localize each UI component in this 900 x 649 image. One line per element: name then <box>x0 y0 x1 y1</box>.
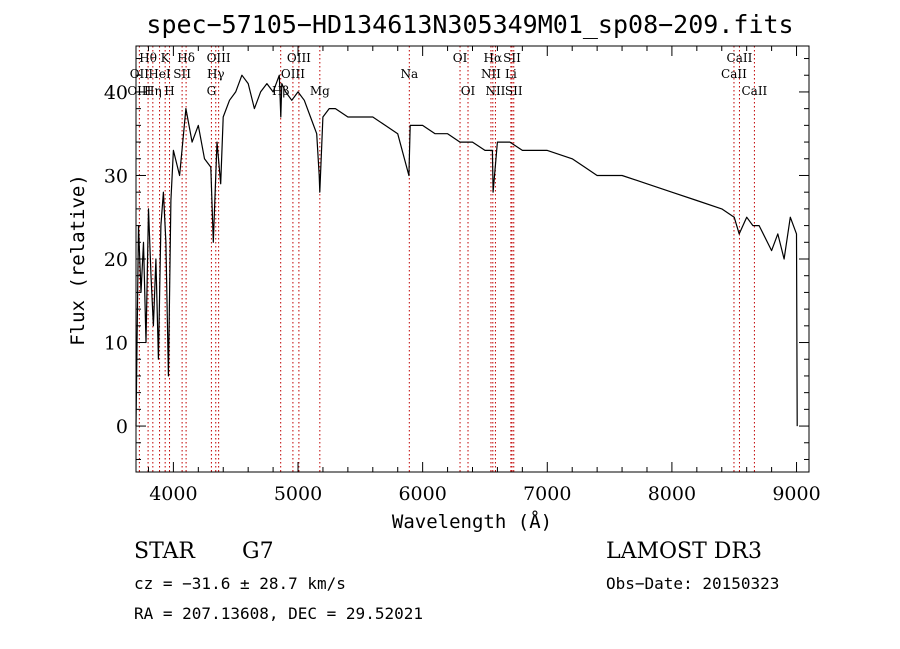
object-class: STAR <box>134 539 196 564</box>
chart-title: spec−57105−HD134613N305349M01_sp08−209.f… <box>146 10 793 39</box>
y-tick-label: 20 <box>104 249 128 271</box>
spectral-line-label: OIII <box>207 51 231 65</box>
spectral-line-label: HeI <box>148 67 171 81</box>
spectral-line-label: SII <box>505 84 523 98</box>
spectral-line-label: SII <box>173 67 191 81</box>
spectral-line-label: H <box>164 84 174 98</box>
observation-date: Obs−Date: 20150323 <box>606 574 779 593</box>
spectral-line-label: OIII <box>127 84 151 98</box>
x-tick-label: 6000 <box>398 483 446 505</box>
spectral-line-label: OIII <box>281 67 305 81</box>
spectral-line-label: OI <box>453 51 468 65</box>
spectral-line-label: NII <box>481 67 501 81</box>
spectral-line-label: Hη <box>144 84 162 98</box>
y-axis-label: Flux (relative) <box>67 174 89 346</box>
spectral-line-markers <box>138 46 755 472</box>
spectral-line-label: SII <box>503 51 521 65</box>
spectral-line-label: NII <box>485 84 505 98</box>
spectral-line-label: Hθ <box>139 51 157 65</box>
spectrum-series <box>135 74 798 427</box>
plot-frame <box>135 45 810 473</box>
spectral-line-label: OIII <box>287 51 311 65</box>
spectrum-line <box>135 74 798 427</box>
survey-name: LAMOST DR3 <box>606 539 762 564</box>
subclass: G7 <box>242 539 274 564</box>
x-tick-label: 5000 <box>274 483 322 505</box>
y-tick-label: 30 <box>104 165 128 187</box>
axis-ticks: 4000 5000 6000 7000 8000 9000 0 10 20 30 40 <box>104 46 821 505</box>
spectral-line-label: Na <box>400 67 418 81</box>
spectral-line-label: Hδ <box>177 51 195 65</box>
spectral-line-label: Hβ <box>272 84 289 98</box>
x-tick-label: 7000 <box>523 483 571 505</box>
spectral-line-label: K <box>161 51 171 65</box>
spectral-line-label: CaII <box>721 67 747 81</box>
coordinates: RA = 207.13608, DEC = 29.52021 <box>134 604 423 623</box>
spectral-line-label: Hα <box>484 51 503 65</box>
redshift-velocity: cz = −31.6 ± 28.7 km/s <box>134 574 346 593</box>
x-tick-label: 9000 <box>772 483 820 505</box>
spectral-line-label: Li <box>505 67 517 81</box>
x-tick-label: 4000 <box>149 483 197 505</box>
spectral-line-label: CaII <box>727 51 753 65</box>
x-axis-label: Wavelength (Å) <box>392 510 552 533</box>
spectral-line-label: Mg <box>310 84 330 98</box>
spectral-line-label: CaII <box>741 84 767 98</box>
spectral-line-label: Hγ <box>207 67 225 81</box>
y-tick-label: 0 <box>116 416 128 438</box>
x-tick-label: 8000 <box>648 483 696 505</box>
spectral-line-label: OII <box>130 67 150 81</box>
y-tick-label: 40 <box>104 82 128 104</box>
y-tick-label: 10 <box>104 333 128 355</box>
spectral-line-label: OI <box>461 84 476 98</box>
spectral-line-label: G <box>207 84 217 98</box>
